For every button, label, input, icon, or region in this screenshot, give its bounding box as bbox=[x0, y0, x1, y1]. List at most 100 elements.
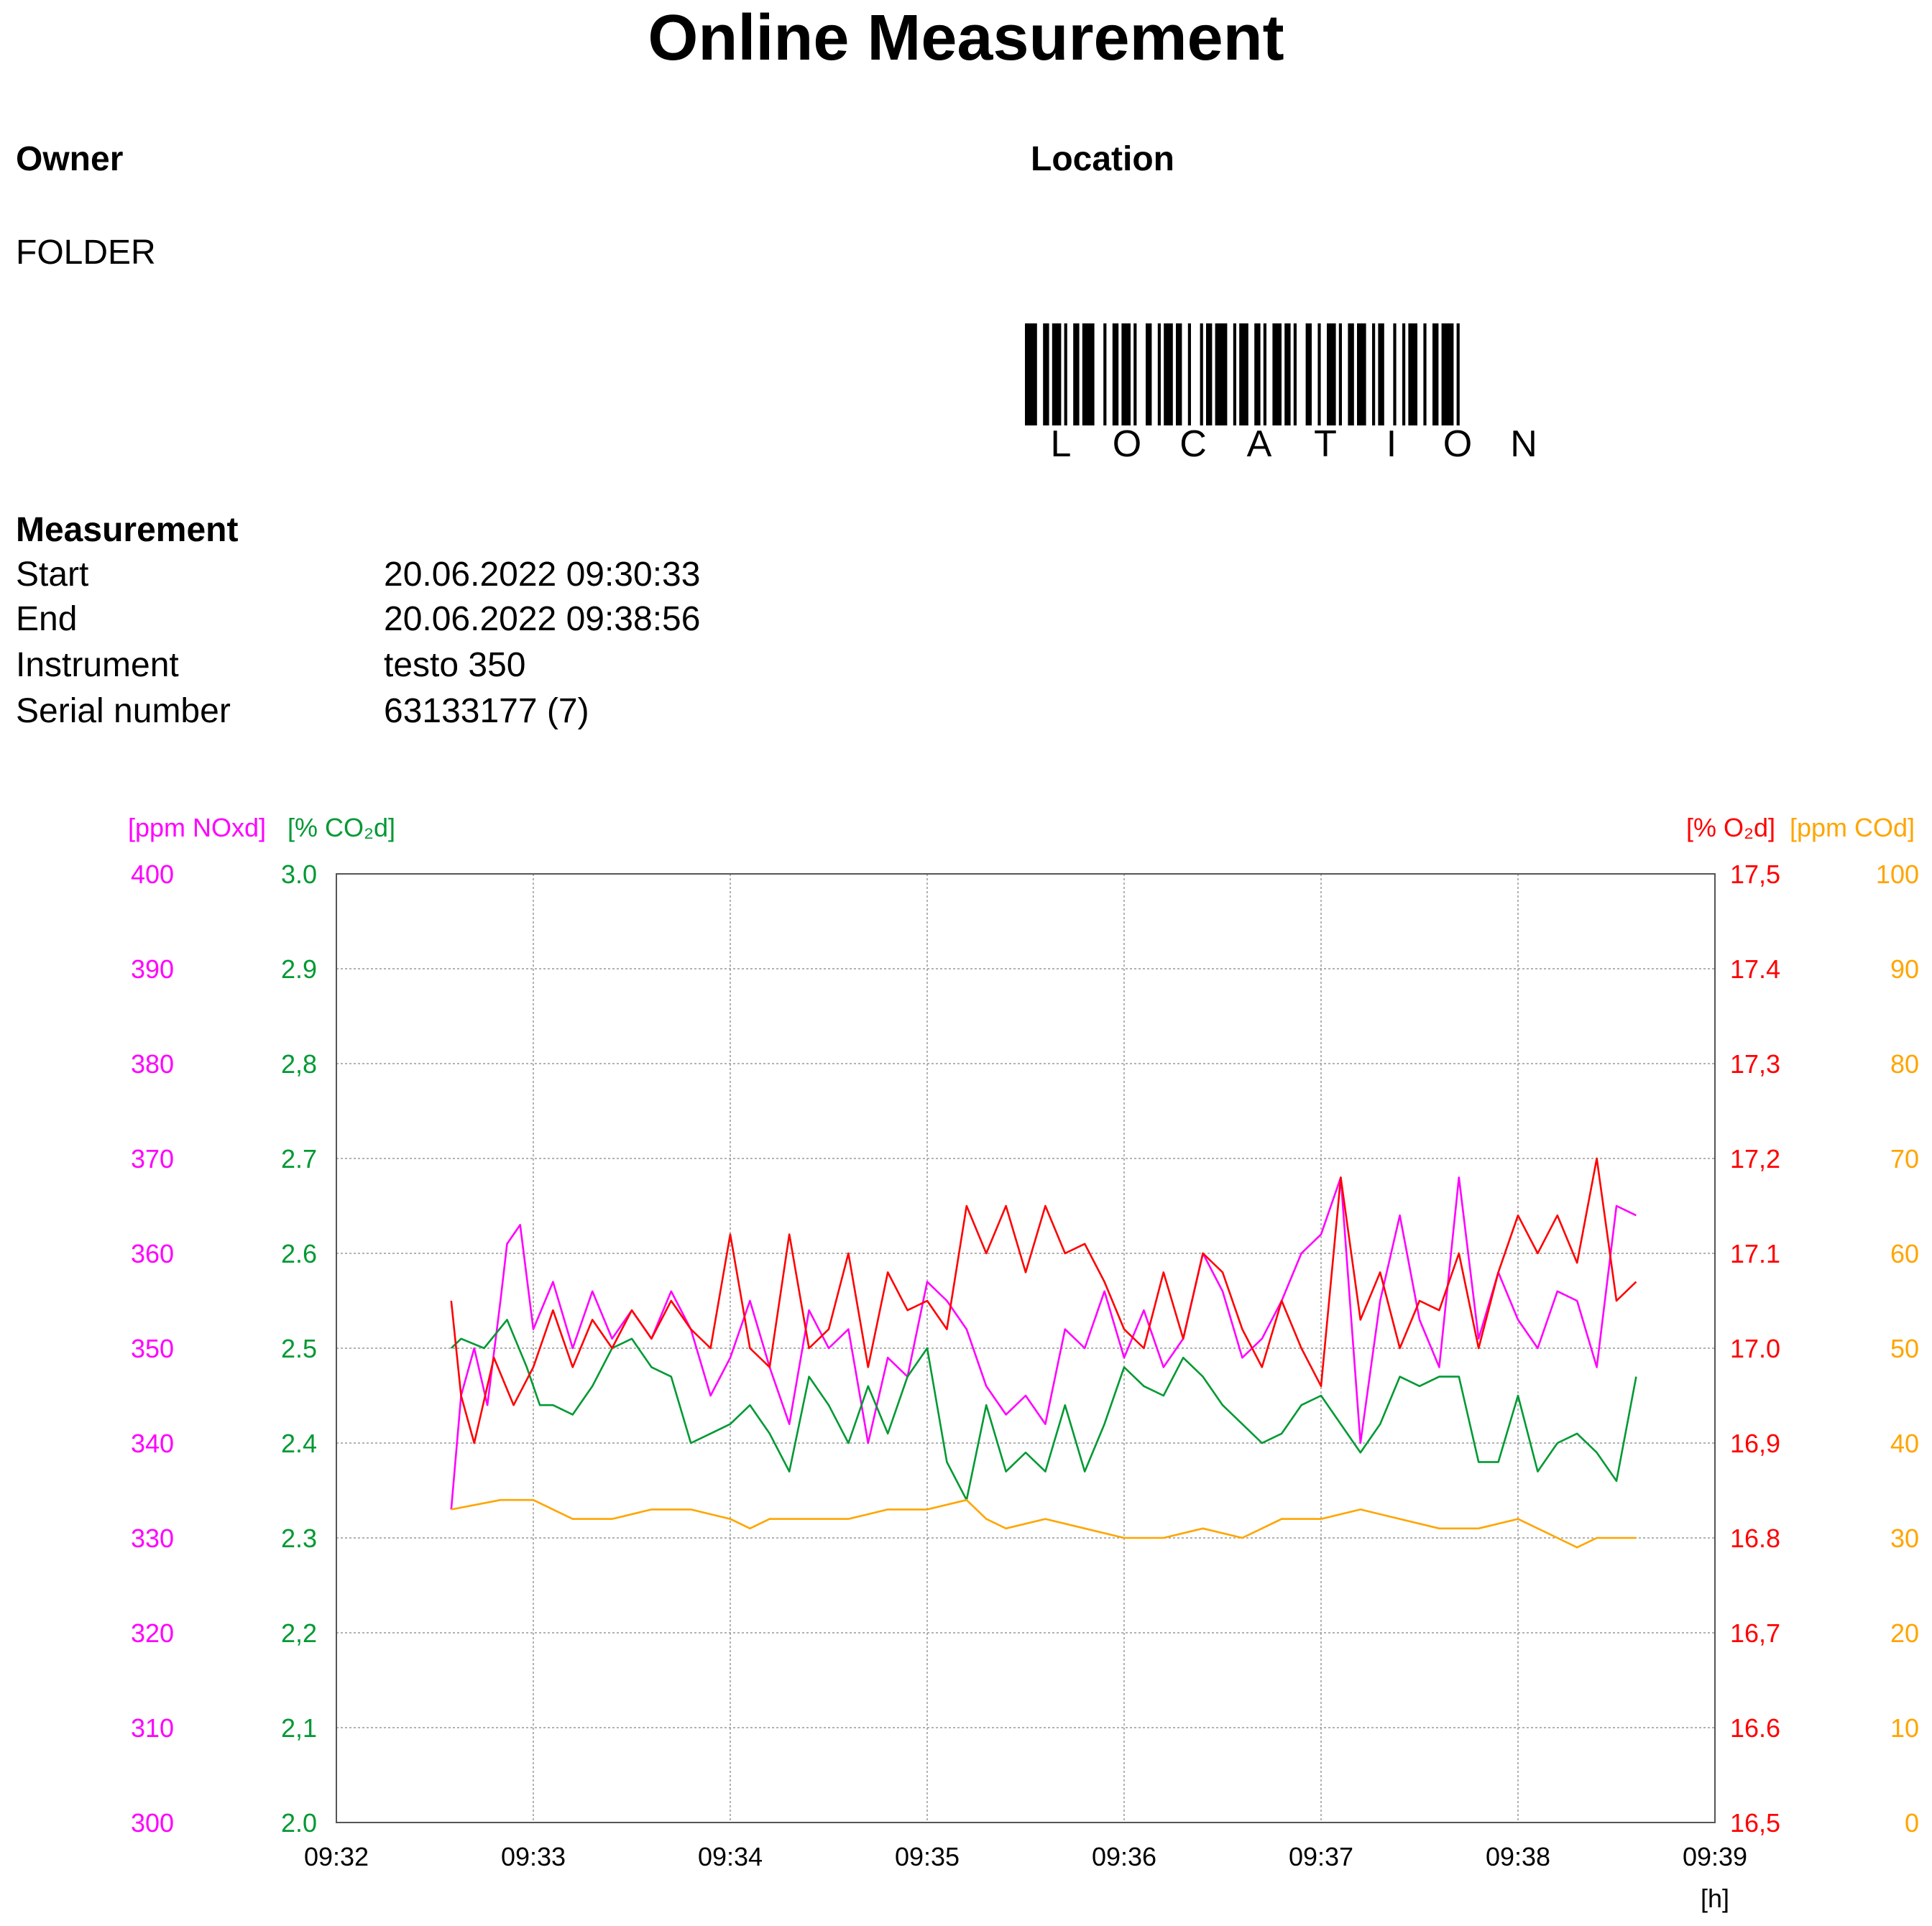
x-tick-label: 09:39 bbox=[1683, 1842, 1747, 1871]
x-axis-label: [h] bbox=[1701, 1884, 1729, 1913]
axis-label-co2: [% CO₂d] bbox=[288, 813, 395, 842]
owner-value: FOLDER bbox=[16, 234, 156, 272]
barcode-bar bbox=[1239, 323, 1248, 425]
x-tick-label: 09:32 bbox=[304, 1842, 369, 1871]
end-value: 20.06.2022 09:38:56 bbox=[384, 600, 701, 638]
y-tick-label-co2: 2,2 bbox=[281, 1618, 317, 1648]
y-tick-label-o2: 16,9 bbox=[1730, 1429, 1780, 1458]
y-tick-label-nox: 360 bbox=[131, 1239, 174, 1268]
barcode-bar bbox=[1456, 323, 1460, 425]
y-tick-label-co: 30 bbox=[1890, 1524, 1919, 1553]
y-tick-label-nox: 400 bbox=[131, 860, 174, 889]
barcode-bar bbox=[1121, 323, 1131, 425]
barcode-bar bbox=[1254, 323, 1261, 425]
y-tick-label-o2: 17,3 bbox=[1730, 1049, 1780, 1079]
barcode-letter: T bbox=[1314, 423, 1337, 465]
barcode-bar bbox=[1372, 323, 1376, 425]
serial-label: Serial number bbox=[16, 692, 231, 730]
y-tick-label-co2: 2.4 bbox=[281, 1429, 317, 1458]
y-tick-label-co: 70 bbox=[1890, 1144, 1919, 1174]
y-tick-label-co: 80 bbox=[1890, 1049, 1919, 1079]
x-tick-label: 09:37 bbox=[1289, 1842, 1353, 1871]
measurement-heading: Measurement bbox=[16, 511, 239, 549]
barcode-bar bbox=[1263, 323, 1266, 425]
barcode-letter: N bbox=[1510, 423, 1537, 465]
y-tick-label-co: 40 bbox=[1890, 1429, 1919, 1458]
barcode-bar bbox=[1206, 323, 1213, 425]
y-tick-label-co2: 3.0 bbox=[281, 860, 317, 889]
start-label: Start bbox=[16, 556, 89, 594]
barcode-bar bbox=[1082, 323, 1095, 425]
x-tick-label: 09:33 bbox=[501, 1842, 566, 1871]
y-tick-label-co: 20 bbox=[1890, 1618, 1919, 1648]
y-tick-label-co2: 2.0 bbox=[281, 1808, 317, 1838]
barcode-bar bbox=[1423, 323, 1427, 425]
barcode-bar bbox=[1441, 323, 1454, 425]
barcode-bar bbox=[1305, 323, 1312, 425]
y-tick-label-co: 0 bbox=[1905, 1808, 1919, 1838]
y-tick-label-nox: 390 bbox=[131, 954, 174, 984]
barcode-bar bbox=[1293, 323, 1297, 425]
barcode-bar bbox=[1317, 323, 1321, 425]
y-tick-label-co: 60 bbox=[1890, 1239, 1919, 1268]
barcode-bar bbox=[1043, 323, 1049, 425]
y-tick-label-co2: 2.3 bbox=[281, 1524, 317, 1553]
barcode-bar bbox=[1064, 323, 1067, 425]
axis-label-co: [ppm COd] bbox=[1790, 813, 1915, 842]
location-heading: Location bbox=[1031, 140, 1174, 178]
serial-value: 63133177 (7) bbox=[384, 692, 589, 730]
y-tick-label-o2: 17.0 bbox=[1730, 1334, 1780, 1363]
owner-heading: Owner bbox=[16, 140, 124, 178]
y-tick-label-co: 50 bbox=[1890, 1334, 1919, 1363]
axis-label-o2: [% O₂d] bbox=[1686, 813, 1775, 842]
barcode-bar bbox=[1327, 323, 1336, 425]
barcode-bar bbox=[1357, 323, 1366, 425]
barcode-bar bbox=[1272, 323, 1282, 425]
barcode-bar bbox=[1187, 323, 1191, 425]
y-tick-label-o2: 17.4 bbox=[1730, 954, 1780, 984]
y-tick-label-o2: 16,5 bbox=[1730, 1808, 1780, 1838]
page-title: Online Measurement bbox=[648, 2, 1284, 74]
y-tick-label-o2: 17,2 bbox=[1730, 1144, 1780, 1174]
y-tick-label-nox: 330 bbox=[131, 1524, 174, 1553]
measurement-chart: 09:32 09:33 09:34 09:35 09:36 09:37 09:38 09:39… bbox=[128, 813, 1919, 1913]
y-tick-label-co2: 2.5 bbox=[281, 1334, 317, 1363]
y-tick-label-nox: 320 bbox=[131, 1618, 174, 1648]
y-tick-label-co2: 2.9 bbox=[281, 954, 317, 984]
barcode-letter: I bbox=[1386, 423, 1397, 465]
x-tick-label: 09:38 bbox=[1486, 1842, 1550, 1871]
axis-label-nox: [ppm NOxd] bbox=[128, 813, 266, 842]
series-line-o2 bbox=[450, 1157, 1637, 1444]
barcode-bar bbox=[1157, 323, 1161, 425]
y-tick-label-o2: 17.1 bbox=[1730, 1239, 1780, 1268]
barcode-bar bbox=[1073, 323, 1080, 425]
barcode-bar bbox=[1112, 323, 1119, 425]
barcode-bar bbox=[1164, 323, 1173, 425]
y-tick-label-o2: 17,5 bbox=[1730, 860, 1780, 889]
y-tick-label-nox: 300 bbox=[131, 1808, 174, 1838]
barcode-letter: A bbox=[1246, 423, 1272, 465]
barcode-bar bbox=[1348, 323, 1354, 425]
instrument-value: testo 350 bbox=[384, 646, 526, 684]
barcode-letter: O bbox=[1443, 423, 1473, 465]
y-tick-label-co2: 2.7 bbox=[281, 1144, 317, 1174]
barcode-bar bbox=[1338, 323, 1342, 425]
barcode-bar bbox=[1402, 323, 1406, 425]
barcode-bar bbox=[1393, 323, 1397, 425]
series-line-co2 bbox=[450, 1319, 1637, 1501]
y-tick-label-o2: 16,7 bbox=[1730, 1618, 1780, 1648]
barcode-bar bbox=[1432, 323, 1439, 425]
x-tick-label: 09:36 bbox=[1092, 1842, 1156, 1871]
y-tick-label-nox: 340 bbox=[131, 1429, 174, 1458]
y-tick-label-co: 10 bbox=[1890, 1713, 1919, 1743]
barcode-bar bbox=[1378, 323, 1384, 425]
barcode-bar bbox=[1052, 323, 1062, 425]
barcode-bar bbox=[1200, 323, 1203, 425]
barcode-letter: L bbox=[1050, 423, 1072, 465]
start-value: 20.06.2022 09:30:33 bbox=[384, 556, 701, 594]
barcode-bar bbox=[1215, 323, 1228, 425]
end-label: End bbox=[16, 600, 78, 638]
barcode-letter: O bbox=[1112, 423, 1142, 465]
y-tick-label-co: 100 bbox=[1876, 860, 1919, 889]
